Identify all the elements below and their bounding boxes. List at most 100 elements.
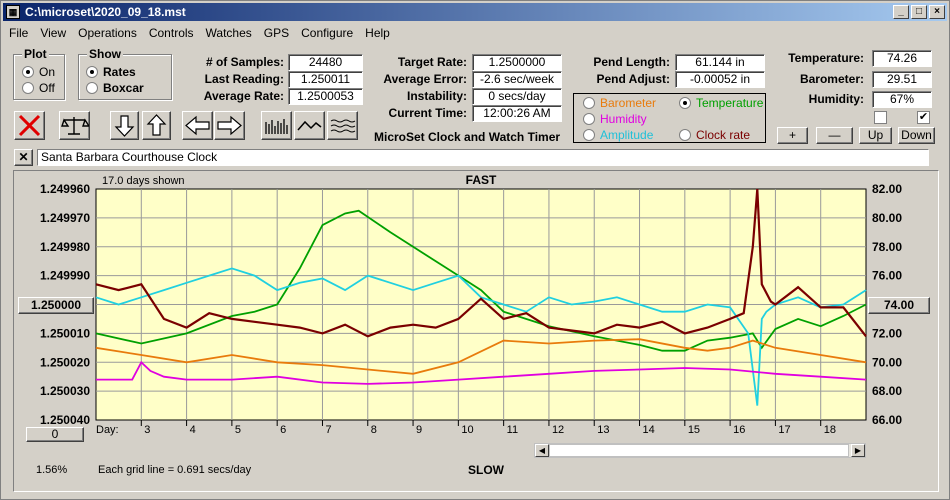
left-axis-tick: 1.250020 <box>40 355 90 369</box>
series-line-amplitude <box>95 267 867 406</box>
menu-help[interactable]: Help <box>365 26 390 40</box>
clock-name-field[interactable]: Santa Barbara Courthouse Clock <box>37 149 929 166</box>
series-line-humidity <box>96 360 867 385</box>
close-x-icon: ✕ <box>18 150 29 164</box>
show-rates-radio[interactable]: Rates <box>86 65 136 79</box>
right-axis-tick: 78.00 <box>872 240 902 254</box>
scale-minus-button[interactable]: — <box>816 127 853 144</box>
left-axis-tick: 1.249990 <box>40 269 90 283</box>
show-boxcar-radio[interactable]: Boxcar <box>86 81 144 95</box>
radio-dot <box>679 97 691 109</box>
left-axis-tick: 1.250030 <box>40 384 90 398</box>
sensor-temperature-radio[interactable]: Temperature <box>679 96 763 110</box>
humidity-field: 67% <box>872 91 932 108</box>
menu-controls[interactable]: Controls <box>148 26 194 40</box>
x-axis-tick: 4 <box>190 424 196 436</box>
app-caption: MicroSet Clock and Watch Timer <box>374 130 561 144</box>
scroll-right-button[interactable]: ▶ <box>851 444 865 457</box>
right-center-button[interactable]: 74.00 <box>868 297 930 314</box>
x-axis-tick: 15 <box>688 424 700 436</box>
temperature-field: 74.26 <box>872 50 932 67</box>
day-prefix-label: Day: <box>96 424 119 436</box>
scale-up-button[interactable]: Up <box>859 127 892 144</box>
close-button[interactable]: × <box>929 5 945 19</box>
menu-operations[interactable]: Operations <box>78 26 137 40</box>
x-axis-tick: 6 <box>280 424 286 436</box>
x-axis-tick: 5 <box>235 424 241 436</box>
left-arrow-button[interactable] <box>182 111 213 140</box>
menu-configure[interactable]: Configure <box>301 26 354 40</box>
clear-name-button[interactable]: ✕ <box>14 149 33 166</box>
line-graph-button[interactable] <box>294 111 325 140</box>
sensor-barometer-radio[interactable]: Barometer <box>583 96 656 110</box>
menu-view[interactable]: View <box>40 26 67 40</box>
sensor-amplitude-label: Amplitude <box>600 128 654 142</box>
plot-on-radio[interactable]: On <box>22 65 55 79</box>
scroll-left-button[interactable]: ◀ <box>535 444 549 457</box>
series-line-clock-rate <box>95 188 867 338</box>
bar-graph-button[interactable] <box>261 111 292 140</box>
humidity-label: Humidity: <box>808 92 864 106</box>
samples-field: 24480 <box>288 54 363 71</box>
humidity-checkbox-left[interactable] <box>874 111 887 124</box>
sensor-temperature-label: Temperature <box>696 96 764 110</box>
right-arrow-button[interactable] <box>214 111 245 140</box>
chart-svg[interactable]: 1.249960 82.00 1.249970 80.00 1.249980 78.00 1… <box>14 171 938 491</box>
plot-group-title: Plot <box>22 47 49 61</box>
barometer-field: 29.51 <box>872 71 932 88</box>
current-time-label: Current Time: <box>388 106 467 120</box>
left-center-button[interactable]: 1.250000 <box>18 297 94 314</box>
x-axis-tick: 3 <box>144 424 150 436</box>
horizontal-scrollbar[interactable]: ◀ ▶ <box>534 443 866 458</box>
right-axis-tick: 80.00 <box>872 211 902 225</box>
radio-dot <box>583 129 595 141</box>
down-arrow-button[interactable] <box>110 111 139 140</box>
target-rate-field[interactable]: 1.2500000 <box>472 54 562 71</box>
last-reading-field: 1.250011 <box>288 71 363 88</box>
current-time-field: 12:00:26 AM <box>472 105 562 122</box>
plot-on-label: On <box>39 65 56 79</box>
avg-rate-label: Average Rate: <box>203 89 284 103</box>
balance-button[interactable] <box>59 111 91 140</box>
sensor-clockrate-label: Clock rate <box>696 128 751 142</box>
x-axis-tick: 18 <box>824 424 836 436</box>
menu-file[interactable]: File <box>9 26 29 40</box>
maximize-button[interactable]: □ <box>911 5 927 19</box>
stop-button[interactable] <box>14 111 45 140</box>
samples-label: # of Samples: <box>205 55 284 69</box>
plot-off-radio[interactable]: Off <box>22 81 55 95</box>
app-icon[interactable]: ▦ <box>6 5 20 19</box>
sensor-barometer-label: Barometer <box>600 96 657 110</box>
left-axis-tick: 1.249980 <box>40 240 90 254</box>
arrow-down-icon <box>114 115 135 137</box>
menu-watches[interactable]: Watches <box>205 26 252 40</box>
minimize-button[interactable]: _ <box>893 5 909 19</box>
plot-group: Plot <box>13 47 65 100</box>
scale-down-button[interactable]: Down <box>898 127 935 144</box>
waves-button[interactable] <box>327 111 358 140</box>
show-rates-label: Rates <box>103 65 136 79</box>
x-axis-tick: 7 <box>325 424 331 436</box>
last-reading-label: Last Reading: <box>204 72 284 86</box>
balance-scale-icon <box>61 117 91 135</box>
humidity-checkbox-right[interactable]: ✔ <box>917 111 930 124</box>
sensor-clockrate-radio[interactable]: Clock rate <box>679 128 750 142</box>
pend-adjust-field: -0.00052 in <box>675 71 765 88</box>
zero-button[interactable]: 0 <box>26 427 84 442</box>
x-axis-tick: 10 <box>461 424 473 436</box>
x-axis-tick: 12 <box>552 424 564 436</box>
sensor-amplitude-radio[interactable]: Amplitude <box>583 128 653 142</box>
right-axis-tick: 68.00 <box>872 384 902 398</box>
arrow-left-icon <box>185 115 210 136</box>
up-arrow-button[interactable] <box>142 111 171 140</box>
x-axis-tick: 9 <box>416 424 422 436</box>
arrow-up-icon <box>146 114 167 136</box>
title-bar[interactable]: ▦ C:\microset\2020_09_18.mst _ □ × <box>3 3 947 21</box>
menu-gps[interactable]: GPS <box>263 26 290 40</box>
x-axis-tick: 8 <box>371 424 377 436</box>
radio-dot <box>583 97 595 109</box>
scroll-thumb[interactable] <box>549 444 849 457</box>
scale-plus-button[interactable]: + <box>777 127 808 144</box>
sensor-humidity-radio[interactable]: Humidity <box>583 112 647 126</box>
